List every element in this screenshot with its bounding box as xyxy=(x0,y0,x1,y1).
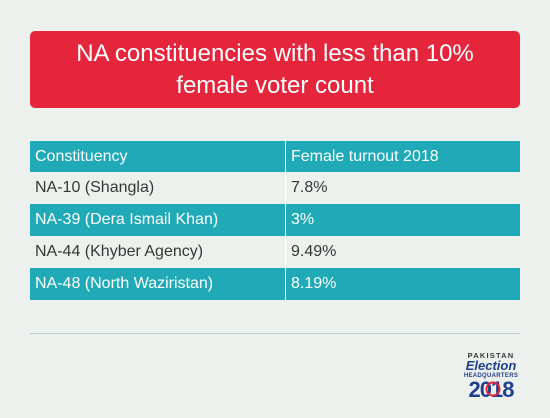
row-turnout: 8.19% xyxy=(285,268,520,300)
table-row: NA-48 (North Waziristan) 8.19% xyxy=(30,268,520,300)
row-constituency: NA-10 (Shangla) xyxy=(35,179,155,196)
row-constituency: NA-48 (North Waziristan) xyxy=(35,275,214,292)
election-headquarters-logo: PAKISTAN Election HEADQUARTERS 2018 xyxy=(464,351,518,400)
row-turnout: 9.49% xyxy=(285,236,520,268)
logo-ring-icon xyxy=(485,381,501,397)
table-header-row: Constituency Female turnout 2018 xyxy=(30,141,520,172)
row-constituency: NA-44 (Khyber Agency) xyxy=(35,243,204,260)
divider xyxy=(30,333,520,334)
logo-headquarters-text: HEADQUARTERS xyxy=(464,373,518,379)
table-row: NA-10 (Shangla) 7.8% xyxy=(30,172,520,204)
header-constituency: Constituency xyxy=(35,147,128,165)
table-row: NA-39 (Dera Ismail Khan) 3% xyxy=(30,204,520,236)
title-line-2: female voter count xyxy=(176,71,374,99)
row-constituency: NA-39 (Dera Ismail Khan) xyxy=(35,211,219,228)
logo-election-text: Election xyxy=(466,358,517,373)
logo-year-text: 2018 xyxy=(469,377,515,400)
turnout-table: Constituency Female turnout 2018 NA-10 (… xyxy=(30,141,520,300)
row-turnout: 3% xyxy=(285,204,520,236)
row-turnout: 7.8% xyxy=(285,172,520,204)
chart-title: NA constituencies with less than 10% fem… xyxy=(30,31,520,108)
header-female-turnout: Female turnout 2018 xyxy=(285,141,520,172)
title-line-1: NA constituencies with less than 10% xyxy=(76,39,474,67)
logo-pakistan-text: PAKISTAN xyxy=(468,351,515,360)
table-row: NA-44 (Khyber Agency) 9.49% xyxy=(30,236,520,268)
